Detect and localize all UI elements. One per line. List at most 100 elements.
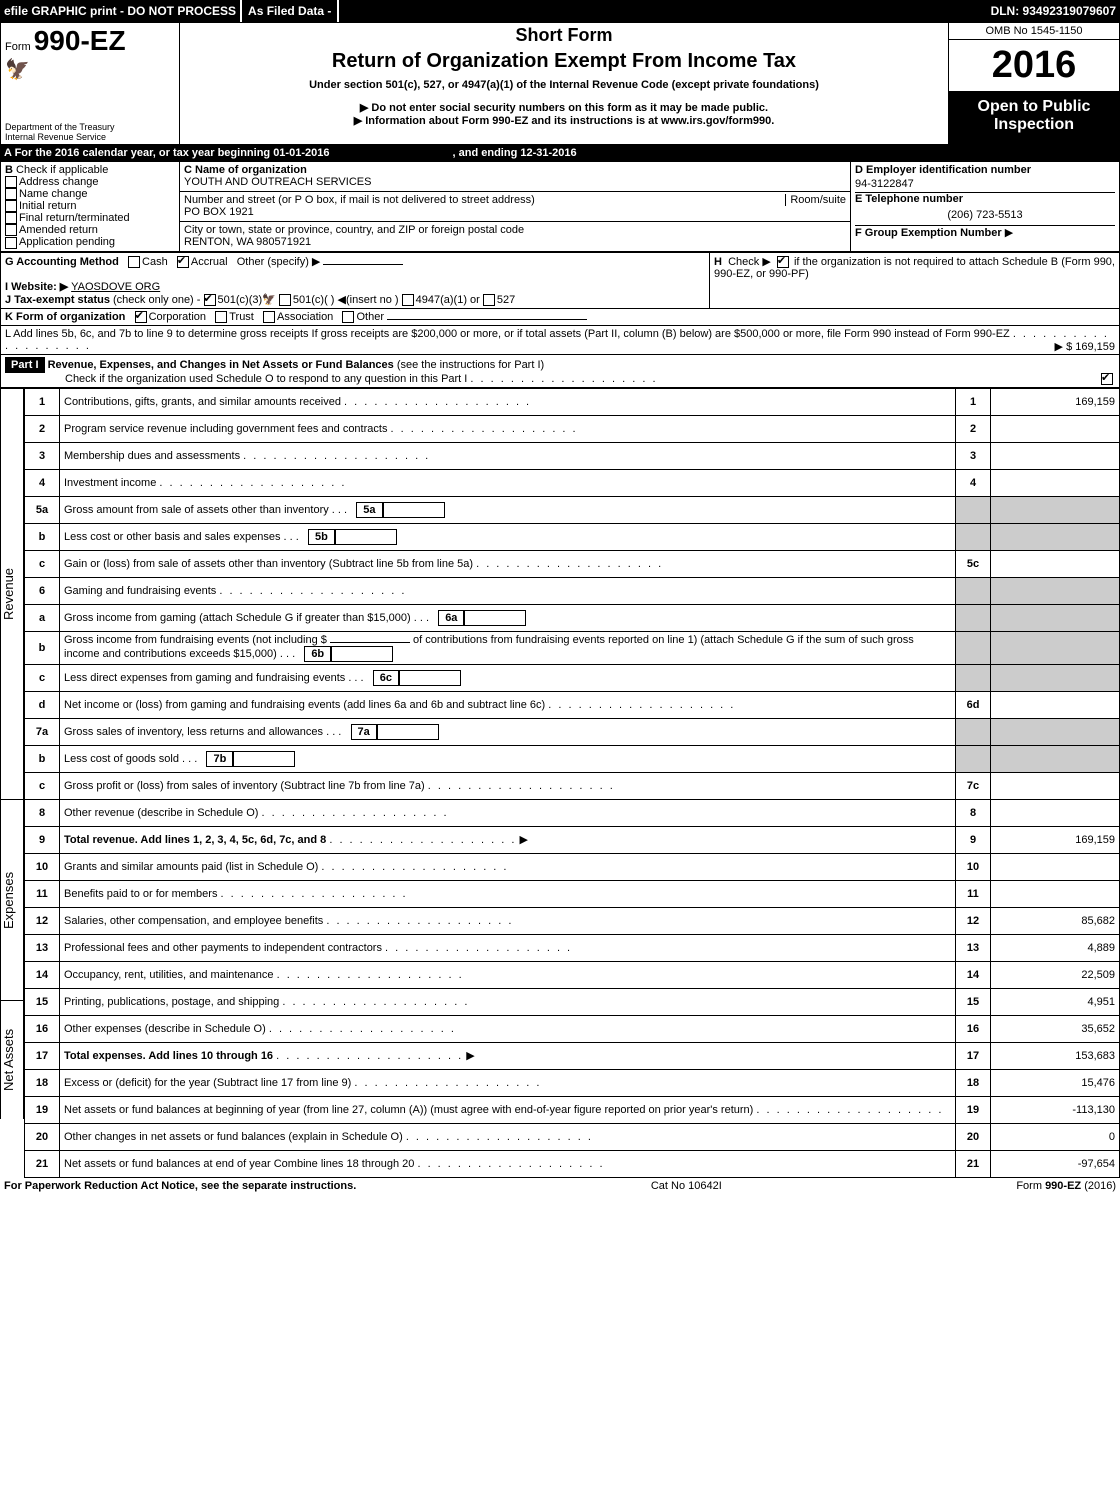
line-description: Occupancy, rent, utilities, and maintena… [60,961,956,988]
line-ref-number: 15 [956,988,991,1015]
section-b-label: B [5,164,13,176]
footer-mid: Cat No 10642I [651,1180,722,1192]
line-number: 20 [25,1123,60,1150]
line-amount: 0 [991,1123,1120,1150]
line-amount: 169,159 [991,388,1120,415]
line-row: 2Program service revenue including gover… [25,415,1120,442]
line-description: Total revenue. Add lines 1, 2, 3, 4, 5c,… [60,826,956,853]
line-ref-number: 12 [956,907,991,934]
line-number: c [25,664,60,691]
line-number: 6 [25,577,60,604]
line-number: 21 [25,1150,60,1177]
section-f-label: F Group Exemption Number [855,227,1002,239]
line-number: b [25,631,60,664]
line-ref-number: 14 [956,961,991,988]
footer-left: For Paperwork Reduction Act Notice, see … [4,1180,356,1192]
line-row: bLess cost or other basis and sales expe… [25,523,1120,550]
checkbox-corporation[interactable] [135,311,147,323]
irs-label: Internal Revenue Service [5,132,175,142]
line-row: 19Net assets or fund balances at beginni… [25,1096,1120,1123]
info-line-1: ▶ Do not enter social security numbers o… [186,101,942,114]
line-description: Gain or (loss) from sale of assets other… [60,550,956,577]
checkbox-application-pending[interactable] [5,237,17,249]
revenue-side-label: Revenue [0,388,24,799]
line-row: 17Total expenses. Add lines 10 through 1… [25,1042,1120,1069]
org-name: YOUTH AND OUTREACH SERVICES [184,176,371,188]
section-a-bar: A For the 2016 calendar year, or tax yea… [0,145,1120,161]
line-amount [991,799,1120,826]
checkbox-initial-return[interactable] [5,200,17,212]
dln-label: DLN: 93492319079607 [987,4,1120,18]
line-description: Less cost of goods sold . . . 7b [60,745,956,772]
line-description: Gross amount from sale of assets other t… [60,496,956,523]
checkbox-trust[interactable] [215,311,227,323]
line-amount [991,880,1120,907]
line-ref-number [956,664,991,691]
line-row: 4Investment income 4 [25,469,1120,496]
accounting-website-table: G Accounting Method Cash Accrual Other (… [0,252,1120,309]
section-i-label: I Website: ▶ [5,281,68,293]
line-ref-number: 13 [956,934,991,961]
line-description: Net income or (loss) from gaming and fun… [60,691,956,718]
checkbox-501c[interactable] [279,294,291,306]
tax-year: 2016 [949,40,1119,92]
line-amount [991,772,1120,799]
line-row: 18Excess or (deficit) for the year (Subt… [25,1069,1120,1096]
checkbox-527[interactable] [483,294,495,306]
line-description: Other expenses (describe in Schedule O) [60,1015,956,1042]
checkbox-accrual[interactable] [177,256,189,268]
line-ref-number: 2 [956,415,991,442]
line-amount: -97,654 [991,1150,1120,1177]
section-f-arrow: ▶ [1005,227,1013,239]
part1-check-text: Check if the organization used Schedule … [65,373,467,385]
line-ref-number: 19 [956,1096,991,1123]
section-h-label: H [714,256,722,268]
checkbox-other-org[interactable] [342,311,354,323]
line-row: 7aGross sales of inventory, less returns… [25,718,1120,745]
footer-right: Form 990-EZ (2016) [1016,1180,1116,1192]
checkbox-name-change[interactable] [5,188,17,200]
line-amount [991,853,1120,880]
line-ref-number: 8 [956,799,991,826]
line-amount: 22,509 [991,961,1120,988]
section-d-label: D Employer identification number [855,164,1031,176]
line-row: 21Net assets or fund balances at end of … [25,1150,1120,1177]
line-row: 8Other revenue (describe in Schedule O) … [25,799,1120,826]
line-description: Membership dues and assessments [60,442,956,469]
open-public-label: Open to Public Inspection [949,92,1119,144]
line-ref-number: 9 [956,826,991,853]
line-row: 1Contributions, gifts, grants, and simil… [25,388,1120,415]
line-description: Excess or (deficit) for the year (Subtra… [60,1069,956,1096]
line-description: Gaming and fundraising events [60,577,956,604]
line-description: Other revenue (describe in Schedule O) [60,799,956,826]
line-row: dNet income or (loss) from gaming and fu… [25,691,1120,718]
line-ref-number: 17 [956,1042,991,1069]
checkbox-association[interactable] [263,311,275,323]
line-amount: 4,889 [991,934,1120,961]
checkbox-amended-return[interactable] [5,224,17,236]
line-row: 5aGross amount from sale of assets other… [25,496,1120,523]
line-ref-number [956,523,991,550]
part1-subtitle: (see the instructions for Part I) [397,359,544,371]
ein-value: 94-3122847 [855,178,914,190]
checkbox-schedule-o[interactable] [1101,373,1113,385]
line-description: Net assets or fund balances at beginning… [60,1096,956,1123]
line-amount: 85,682 [991,907,1120,934]
checkbox-address-change[interactable] [5,176,17,188]
checkbox-cash[interactable] [128,256,140,268]
street-value: PO BOX 1921 [184,206,254,218]
line-amount [991,604,1120,631]
checkbox-4947[interactable] [402,294,414,306]
checkbox-schedule-b[interactable] [777,256,789,268]
line-amount [991,523,1120,550]
line-ref-number: 21 [956,1150,991,1177]
line-description: Contributions, gifts, grants, and simila… [60,388,956,415]
line-row: 15Printing, publications, postage, and s… [25,988,1120,1015]
line-number: 12 [25,907,60,934]
checkbox-final-return[interactable] [5,212,17,224]
section-l-row: L Add lines 5b, 6c, and 7b to line 9 to … [0,326,1120,355]
form-number-block: Form 990-EZ 🦅 Department of the Treasury… [1,23,180,144]
line-description: Gross sales of inventory, less returns a… [60,718,956,745]
checkbox-501c3[interactable] [204,294,216,306]
line-row: bLess cost of goods sold . . . 7b [25,745,1120,772]
